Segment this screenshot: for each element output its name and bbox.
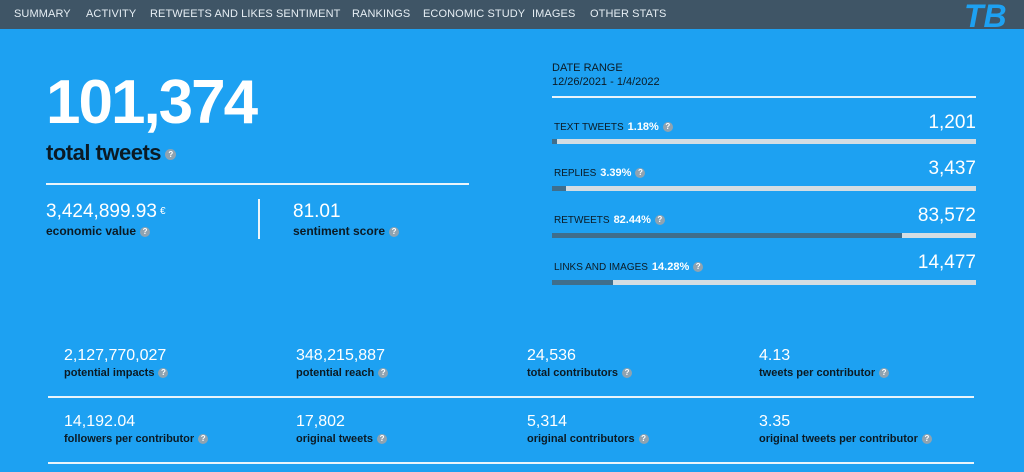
economic-value: 3,424,899.93 bbox=[46, 201, 157, 222]
nav-other-stats[interactable]: OTHER STATS bbox=[590, 8, 667, 20]
date-range-value: 12/26/2021 - 1/4/2022 bbox=[552, 76, 660, 88]
divider bbox=[48, 396, 974, 398]
help-icon[interactable]: ? bbox=[638, 434, 649, 445]
tweets-per-contributor-label-row: tweets per contributor? bbox=[759, 367, 890, 379]
links-and-images-label: LINKS AND IMAGES bbox=[554, 262, 648, 273]
help-icon[interactable]: ? bbox=[198, 434, 209, 445]
total-contributors-value: 24,536 bbox=[527, 347, 576, 364]
brand-logo[interactable]: TB bbox=[962, 0, 1012, 29]
original-tweets-per-contributor-label-row: original tweets per contributor? bbox=[759, 433, 932, 445]
economic-value-label-row: economic value? bbox=[46, 224, 151, 238]
retweets-percent: 82.44% bbox=[613, 214, 651, 226]
replies-percent: 3.39% bbox=[600, 167, 632, 179]
text-tweets-label: TEXT TWEETS bbox=[554, 122, 624, 133]
original-contributors-label: original contributors bbox=[527, 433, 635, 445]
sentiment-score-label: sentiment score bbox=[293, 224, 386, 238]
economic-value-label: economic value bbox=[46, 224, 137, 238]
links-and-images-bar bbox=[552, 280, 976, 285]
help-icon[interactable]: ? bbox=[879, 368, 890, 379]
brand-logo-text: TB bbox=[964, 0, 1007, 29]
followers-per-contributor-label: followers per contributor bbox=[64, 433, 195, 445]
replies-label: REPLIES bbox=[554, 168, 597, 179]
divider bbox=[552, 96, 976, 98]
sentiment-score: 81.01 bbox=[293, 201, 341, 222]
text-tweets-count: 1,201 bbox=[928, 112, 976, 133]
tweets-per-contributor-label: tweets per contributor bbox=[759, 367, 876, 379]
original-tweets-per-contributor-value: 3.35 bbox=[759, 413, 791, 430]
divider bbox=[46, 183, 469, 185]
potential-impacts-label-row: potential impacts? bbox=[64, 367, 169, 379]
replies-count: 3,437 bbox=[928, 158, 976, 179]
replies-bar-fill bbox=[552, 186, 566, 191]
help-icon[interactable]: ? bbox=[662, 122, 673, 133]
links-and-images-count: 14,477 bbox=[917, 252, 976, 273]
help-icon[interactable]: ? bbox=[622, 368, 633, 379]
total-tweets-label: total tweets bbox=[46, 140, 162, 165]
help-icon[interactable]: ? bbox=[378, 368, 389, 379]
divider bbox=[48, 462, 974, 464]
nav-images[interactable]: IMAGES bbox=[532, 8, 576, 20]
total-contributors-label: total contributors bbox=[527, 367, 619, 379]
nav-activity[interactable]: ACTIVITY bbox=[86, 8, 137, 20]
nav-rankings[interactable]: RANKINGS bbox=[352, 8, 411, 20]
original-contributors-label-row: original contributors? bbox=[527, 433, 649, 445]
date-range-title: DATE RANGE bbox=[552, 62, 623, 74]
potential-reach-value: 348,215,887 bbox=[296, 347, 385, 364]
currency-symbol: € bbox=[159, 206, 166, 218]
potential-reach-label: potential reach bbox=[296, 367, 375, 379]
text-tweets-bar-fill bbox=[552, 139, 557, 144]
original-tweets-per-contributor-label: original tweets per contributor bbox=[759, 433, 918, 445]
help-icon[interactable]: ? bbox=[921, 434, 932, 445]
retweets-count: 83,572 bbox=[917, 205, 976, 226]
text-tweets-label-row: TEXT TWEETS 1.18%? bbox=[554, 121, 673, 133]
text-tweets-percent: 1.18% bbox=[627, 121, 659, 133]
help-icon[interactable]: ? bbox=[165, 148, 177, 160]
help-icon[interactable]: ? bbox=[140, 226, 151, 237]
original-contributors-value: 5,314 bbox=[527, 413, 568, 430]
potential-impacts-value: 2,127,770,027 bbox=[64, 347, 167, 364]
potential-impacts-label: potential impacts bbox=[64, 367, 155, 379]
help-icon[interactable]: ? bbox=[654, 215, 665, 226]
tweets-per-contributor-value: 4.13 bbox=[759, 347, 791, 364]
retweets-label: RETWEETS bbox=[554, 215, 610, 226]
nav-retweets-and-likes[interactable]: RETWEETS AND LIKES bbox=[150, 8, 273, 20]
total-contributors-label-row: total contributors? bbox=[527, 367, 633, 379]
retweets-bar-fill bbox=[552, 233, 902, 238]
retweets-bar bbox=[552, 233, 976, 238]
total-tweets-label-row: total tweets? bbox=[46, 140, 177, 166]
sentiment-score-label-row: sentiment score? bbox=[293, 224, 400, 238]
help-icon[interactable]: ? bbox=[377, 434, 388, 445]
links-and-images-label-row: LINKS AND IMAGES 14.28%? bbox=[554, 261, 704, 273]
help-icon[interactable]: ? bbox=[389, 226, 400, 237]
original-tweets-label-row: original tweets? bbox=[296, 433, 388, 445]
followers-per-contributor-label-row: followers per contributor? bbox=[64, 433, 209, 445]
links-and-images-bar-fill bbox=[552, 280, 613, 285]
links-and-images-percent: 14.28% bbox=[651, 261, 690, 273]
original-tweets-label: original tweets bbox=[296, 433, 374, 445]
replies-label-row: REPLIES 3.39%? bbox=[554, 167, 646, 179]
help-icon[interactable]: ? bbox=[158, 368, 169, 379]
original-tweets-value: 17,802 bbox=[296, 413, 345, 430]
economic-value-row: 3,424,899.93 € bbox=[46, 201, 166, 223]
nav-economic-study[interactable]: ECONOMIC STUDY bbox=[423, 8, 526, 20]
divider-vertical bbox=[258, 199, 260, 239]
nav-sentiment[interactable]: SENTIMENT bbox=[276, 8, 341, 20]
text-tweets-bar bbox=[552, 139, 976, 144]
help-icon[interactable]: ? bbox=[693, 262, 704, 273]
followers-per-contributor-value: 14,192.04 bbox=[64, 413, 136, 430]
top-nav: SUMMARY ACTIVITY RETWEETS AND LIKES SENT… bbox=[0, 0, 1024, 29]
nav-summary[interactable]: SUMMARY bbox=[14, 8, 71, 20]
help-icon[interactable]: ? bbox=[635, 168, 646, 179]
potential-reach-label-row: potential reach? bbox=[296, 367, 389, 379]
replies-bar bbox=[552, 186, 976, 191]
retweets-label-row: RETWEETS 82.44%? bbox=[554, 214, 665, 226]
total-tweets-value: 101,374 bbox=[46, 68, 258, 137]
